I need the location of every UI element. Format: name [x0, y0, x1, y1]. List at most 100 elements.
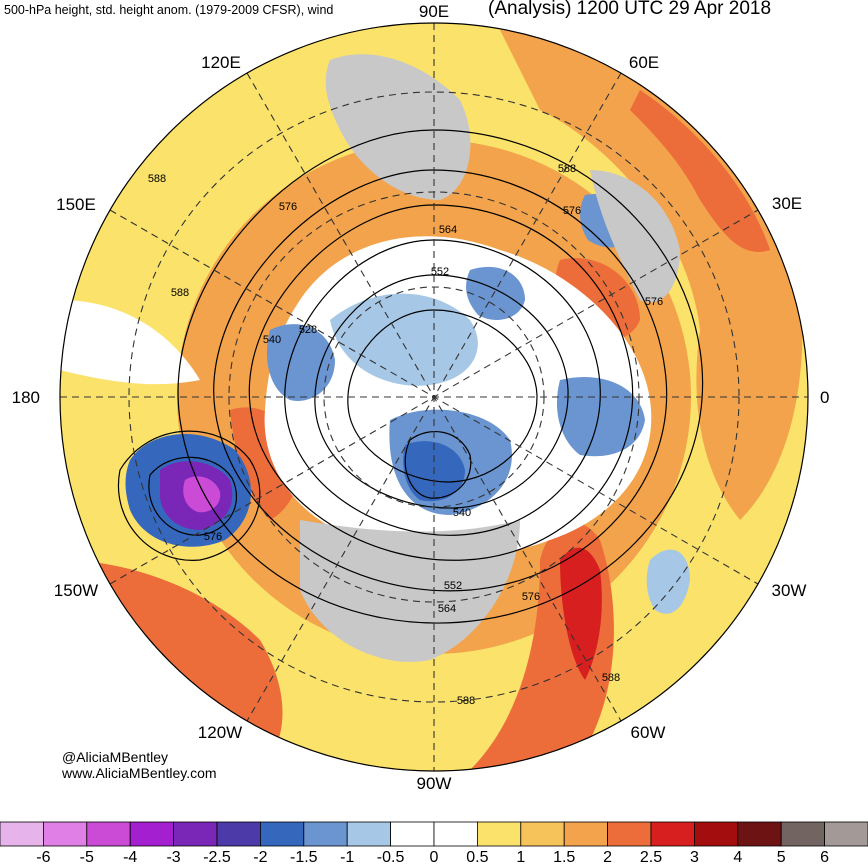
colorbar-tick-label: 2: [603, 849, 612, 865]
contour-value-label: 540: [453, 507, 471, 519]
colorbar-swatch: [520, 821, 565, 847]
colorbar-swatch: [694, 821, 739, 847]
colorbar-swatch: [303, 821, 348, 847]
anomaly-gray-northeast: [590, 170, 680, 303]
contour-value-label: 564: [439, 224, 457, 236]
height-contours: [117, 129, 704, 624]
contour-value-label: 576: [563, 205, 581, 217]
colorbar-tick-label: 0.5: [466, 849, 488, 865]
colorbar-swatch: [346, 821, 392, 847]
colorbar-swatch: [390, 821, 435, 847]
colorbar-tick-label: -3: [166, 849, 180, 865]
longitude-label-halo: 120E: [201, 53, 241, 72]
graticule: [60, 23, 808, 771]
contour-value-label: 552: [431, 266, 449, 278]
longitude-label: 90E: [419, 2, 449, 21]
colorbar-swatch: [650, 821, 695, 847]
contour-value-label: 552: [444, 580, 462, 592]
colorbar-tick-label: 3: [690, 849, 699, 865]
chart-title: 500-hPa height, std. height anom. (1979-…: [4, 3, 334, 17]
longitude-label: 30W: [772, 581, 807, 600]
longitude-label-halo: 150E: [56, 195, 96, 214]
map-boundary: [59, 22, 809, 772]
longitude-labels: 90E90E60E60E30E30E0030W30W60W60W90W90W12…: [10, 0, 832, 795]
colorbar-tick-label: 4: [733, 849, 742, 865]
longitude-label: 150W: [54, 581, 98, 600]
colorbar-tick-label: 2.5: [640, 849, 662, 865]
contour-value-label: 588: [602, 672, 620, 684]
colorbar-tick-label: 5: [777, 849, 786, 865]
colorbar-tick-label: 1.5: [553, 849, 575, 865]
colorbar-swatch: [563, 821, 609, 847]
colorbar-tick-label: 0: [430, 849, 439, 865]
colorbar-tick-label: -5: [80, 849, 94, 865]
colorbar-swatch: [0, 821, 44, 847]
credit-website: www.AliciaMBentley.com: [62, 765, 217, 781]
longitude-label-halo: 90E: [419, 2, 449, 21]
analysis-time: (Analysis) 1200 UTC 29 Apr 2018: [488, 0, 772, 19]
colorbar-tick-label: -1.5: [290, 849, 318, 865]
longitude-label-halo: 0: [820, 388, 829, 407]
longitude-label: 120W: [198, 723, 242, 742]
contour-value-label: 576: [645, 296, 663, 308]
colorbar-swatch: [86, 821, 131, 847]
longitude-label: 60E: [629, 53, 659, 72]
colorbar-swatch: [780, 821, 826, 847]
anomaly-blue-4: [266, 324, 335, 401]
colorbar-swatch: [259, 821, 305, 847]
credit-handle: @AliciaMBentley: [62, 749, 169, 765]
longitude-label-halo: 150W: [54, 581, 98, 600]
colorbar-tick-label: -4: [123, 849, 137, 865]
anomaly-white-west: [60, 300, 200, 385]
colorbar-swatch: [216, 821, 261, 847]
anomaly-darkred-south: [560, 547, 602, 680]
colorbar: -6 -5 -4 -3 -2.5 -2 -1.5 -1 -0.5 0 0.5 1 1.5 2 2.5 3 4 5 6: [0, 821, 868, 865]
longitude-label: 150E: [56, 195, 96, 214]
contour-value-label: 564: [438, 603, 456, 615]
longitude-label: 30E: [772, 194, 802, 213]
colorbar-swatch: [607, 821, 652, 847]
longitude-label-halo: 60E: [629, 53, 659, 72]
longitude-label: 180: [12, 388, 40, 407]
anomaly-gray-south: [300, 520, 520, 662]
colorbar-swatch: [824, 821, 868, 847]
colorbar-swatch: [129, 821, 174, 847]
longitude-label: 60W: [631, 723, 666, 742]
colorbar-tick-label: -0.5: [377, 849, 405, 865]
contour-value-label: 540: [263, 334, 281, 346]
contour-value-label: 528: [299, 324, 317, 336]
contour-value-label: 576: [279, 201, 297, 213]
longitude-label-halo: 180: [12, 388, 40, 407]
longitude-label: 90W: [417, 774, 452, 793]
colorbar-tick-label: -2.5: [203, 849, 231, 865]
anomaly-field: [60, 23, 808, 771]
colorbar-tick-label: -1: [340, 849, 354, 865]
colorbar-swatch: [433, 821, 478, 847]
contour-value-label: 588: [457, 695, 475, 707]
longitude-label-halo: 90W: [417, 774, 452, 793]
longitude-label: 0: [820, 388, 829, 407]
anomaly-blue-6: [466, 266, 525, 320]
contour-value-label: 588: [148, 173, 166, 185]
colorbar-swatch: [43, 821, 88, 847]
longitude-label-halo: 30E: [772, 194, 802, 213]
colorbar-tick-label: 1: [516, 849, 525, 865]
contour-value-label: 576: [522, 591, 540, 603]
anomaly-lightblue-1: [330, 293, 478, 386]
anomaly-magenta-pacific: [183, 476, 221, 513]
contour-value-labels: 588 588 576 564 552 540 528 576 588 576 540 552 564 5…: [148, 163, 663, 707]
longitude-label-halo: 60W: [631, 723, 666, 742]
colorbar-tick-label: -2: [253, 849, 267, 865]
contour-value-label: 576: [204, 531, 222, 543]
longitude-label-halo: 120W: [198, 723, 242, 742]
longitude-label: 120E: [201, 53, 241, 72]
anomaly-lightblue-atlantic: [646, 549, 690, 614]
anomaly-red-northeast: [630, 90, 770, 252]
colorbar-tick-label: 6: [820, 849, 829, 865]
contour-value-label: 588: [171, 287, 189, 299]
contour-value-label: 588: [558, 163, 576, 175]
colorbar-tick-label: -6: [36, 849, 50, 865]
longitude-label-halo: 30W: [772, 581, 807, 600]
anomaly-gray-north: [325, 54, 471, 200]
